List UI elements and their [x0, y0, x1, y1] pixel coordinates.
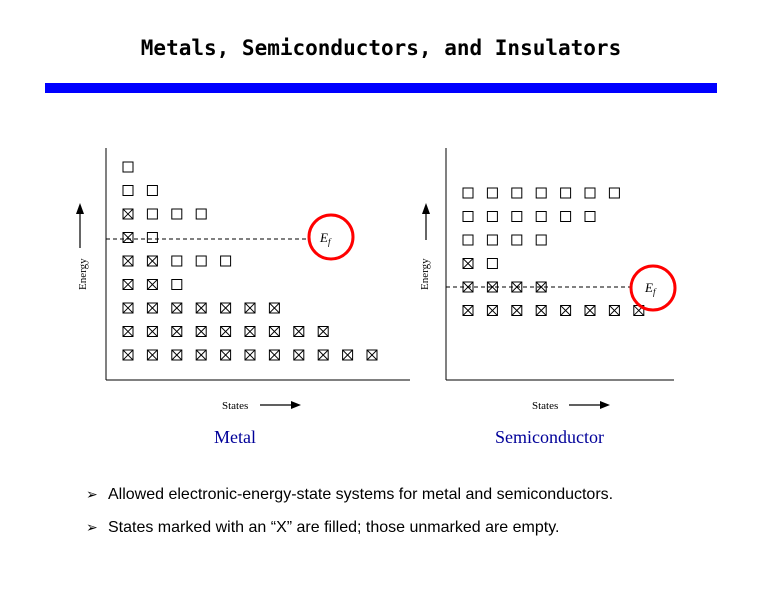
- metal-empty-state: [122, 185, 134, 196]
- semiconductor-empty-state: [560, 187, 572, 199]
- semiconductor-empty-state: [486, 187, 498, 199]
- metal-filled-state: [122, 208, 134, 220]
- semiconductor-filled-state: [462, 305, 474, 316]
- semiconductor-filled-state: [560, 305, 572, 316]
- metal-filled-state: [171, 302, 183, 314]
- metal-fermi-circle: [307, 213, 355, 261]
- metal-filled-state: [146, 326, 158, 337]
- semiconductor-empty-state: [486, 211, 498, 222]
- semiconductor-fermi-circle: [629, 264, 677, 312]
- semiconductor-filled-state: [462, 258, 474, 269]
- semiconductor-filled-state: [584, 305, 596, 316]
- metal-filled-state: [293, 349, 305, 361]
- metal-filled-state: [122, 349, 134, 361]
- metal-filled-state: [317, 349, 329, 361]
- semiconductor-states-axis-label: States: [532, 400, 558, 412]
- semiconductor-empty-state: [560, 211, 572, 222]
- bullet-item: ➢ Allowed electronic-energy-state systems…: [86, 486, 613, 504]
- metal-empty-state: [122, 161, 134, 173]
- metal-empty-state: [195, 208, 207, 220]
- metal-filled-state: [146, 255, 158, 267]
- metal-caption: Metal: [214, 427, 256, 447]
- metal-filled-state: [244, 349, 256, 361]
- metal-filled-state: [195, 349, 207, 361]
- metal-states-axis-label: States: [222, 400, 248, 412]
- semiconductor-filled-state: [511, 305, 523, 316]
- metal-filled-state: [220, 349, 232, 361]
- semiconductor-energy-axis-label: Energy: [419, 258, 431, 290]
- metal-empty-state: [195, 255, 207, 267]
- metal-filled-state: [366, 349, 378, 361]
- bullet-text: Allowed electronic-energy-state systems …: [108, 486, 614, 503]
- metal-energy-arrow-icon: [76, 203, 84, 248]
- bullet-item: ➢ States marked with an “X” are filled; t…: [86, 519, 559, 537]
- metal-fermi-label: Ef: [319, 230, 332, 247]
- semiconductor-filled-state: [535, 305, 547, 316]
- metal-panel: Energy States Ef: [76, 148, 410, 412]
- semiconductor-empty-state: [608, 187, 620, 199]
- semiconductor-empty-state: [511, 187, 523, 199]
- metal-filled-state: [317, 326, 329, 337]
- metal-filled-state: [122, 302, 134, 314]
- metal-filled-state: [293, 326, 305, 337]
- metal-empty-state: [171, 255, 183, 267]
- metal-filled-state: [195, 326, 207, 337]
- semiconductor-empty-state: [535, 211, 547, 222]
- metal-filled-state: [268, 349, 280, 361]
- metal-filled-state: [146, 349, 158, 361]
- semiconductor-empty-state: [486, 258, 498, 269]
- metal-filled-state: [195, 302, 207, 314]
- semiconductor-filled-state: [608, 305, 620, 316]
- metal-filled-state: [342, 349, 354, 361]
- metal-empty-state: [171, 279, 183, 290]
- metal-filled-state: [146, 302, 158, 314]
- metal-filled-state: [122, 232, 134, 243]
- semiconductor-caption: Semiconductor: [495, 427, 604, 447]
- semiconductor-empty-state: [462, 234, 474, 246]
- semiconductor-empty-state: [584, 187, 596, 199]
- semiconductor-empty-state: [462, 187, 474, 199]
- semiconductor-empty-state: [511, 211, 523, 222]
- semiconductor-empty-state: [462, 211, 474, 222]
- metal-empty-state: [146, 185, 158, 196]
- semiconductor-filled-state: [486, 305, 498, 316]
- metal-filled-state: [268, 302, 280, 314]
- metal-empty-state: [146, 208, 158, 220]
- semiconductor-energy-arrow-icon: [422, 203, 430, 240]
- metal-energy-axis-label: Energy: [77, 258, 89, 290]
- metal-filled-state: [220, 302, 232, 314]
- semiconductor-fermi-label: Ef: [644, 280, 657, 297]
- semiconductor-empty-state: [486, 234, 498, 246]
- metal-filled-state: [171, 326, 183, 337]
- metal-filled-state: [220, 326, 232, 337]
- title-underline-bar: [45, 83, 717, 93]
- metal-filled-state: [244, 326, 256, 337]
- semiconductor-empty-state: [511, 234, 523, 246]
- metal-filled-state: [146, 279, 158, 290]
- metal-filled-state: [171, 349, 183, 361]
- arrow-bullet-icon: ➢: [86, 487, 98, 503]
- metal-empty-state: [220, 255, 232, 267]
- metal-filled-state: [244, 302, 256, 314]
- semiconductor-empty-state: [535, 234, 547, 246]
- semiconductor-empty-state: [535, 187, 547, 199]
- metal-filled-state: [268, 326, 280, 337]
- metal-filled-state: [122, 326, 134, 337]
- metal-empty-state: [171, 208, 183, 220]
- bullet-text: States marked with an “X” are filled; th…: [108, 519, 560, 536]
- metal-filled-state: [122, 279, 134, 290]
- metal-states-grid: [122, 161, 378, 361]
- semiconductor-states-grid: [462, 187, 645, 316]
- metal-filled-state: [122, 255, 134, 267]
- metal-empty-state: [146, 232, 158, 243]
- page-title: Metals, Semiconductors, and Insulators: [140, 36, 622, 60]
- metal-states-arrow-icon: [260, 401, 301, 409]
- semiconductor-states-arrow-icon: [569, 401, 610, 409]
- arrow-bullet-icon: ➢: [86, 520, 98, 536]
- semiconductor-empty-state: [584, 211, 596, 222]
- semiconductor-panel: Energy States Ef: [419, 148, 677, 412]
